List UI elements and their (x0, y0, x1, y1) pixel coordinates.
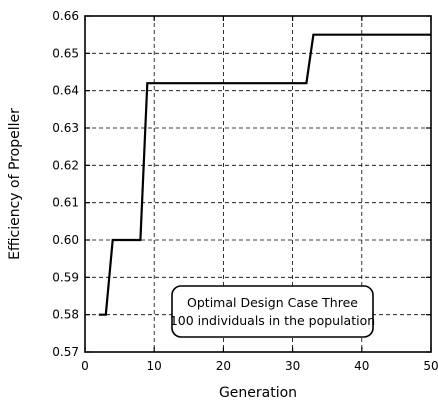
x-tick-label: 40 (354, 359, 369, 373)
y-tick-label: 0.66 (52, 9, 79, 23)
y-tick-label: 0.58 (52, 308, 79, 322)
y-tick-label: 0.61 (52, 196, 79, 210)
y-tick-label: 0.64 (52, 84, 79, 98)
y-tick-label: 0.60 (52, 233, 79, 247)
x-tick-labels: 0 10 20 30 40 50 (81, 359, 438, 373)
annotation: Optimal Design Case Three 100 individual… (170, 285, 375, 338)
y-tick-label: 0.65 (52, 46, 79, 60)
y-axis-title: Efficiency of Propeller (7, 108, 23, 260)
plot-frame (84, 15, 432, 353)
y-tick-labels: 0.57 0.58 0.59 0.60 0.61 0.62 0.63 0.64 0.65 0.66 (52, 9, 79, 359)
series-line (98, 33, 431, 316)
x-tick-label: 0 (81, 359, 89, 373)
annotation-line-2: 100 individuals in the population (170, 313, 375, 328)
x-tick-label: 30 (285, 359, 300, 373)
annotation-box (171, 285, 374, 338)
x-tick-label: 20 (216, 359, 231, 373)
annotation-line-1: Optimal Design Case Three (187, 295, 358, 310)
ticks (84, 15, 432, 353)
y-tick-label: 0.59 (52, 270, 79, 284)
x-tick-label: 50 (423, 359, 438, 373)
y-tick-label: 0.57 (52, 345, 79, 359)
x-tick-label: 10 (147, 359, 162, 373)
x-axis-title: Generation (219, 385, 297, 401)
series-group (98, 33, 431, 316)
y-tick-label: 0.63 (52, 121, 79, 135)
y-tick-label: 0.62 (52, 158, 79, 172)
